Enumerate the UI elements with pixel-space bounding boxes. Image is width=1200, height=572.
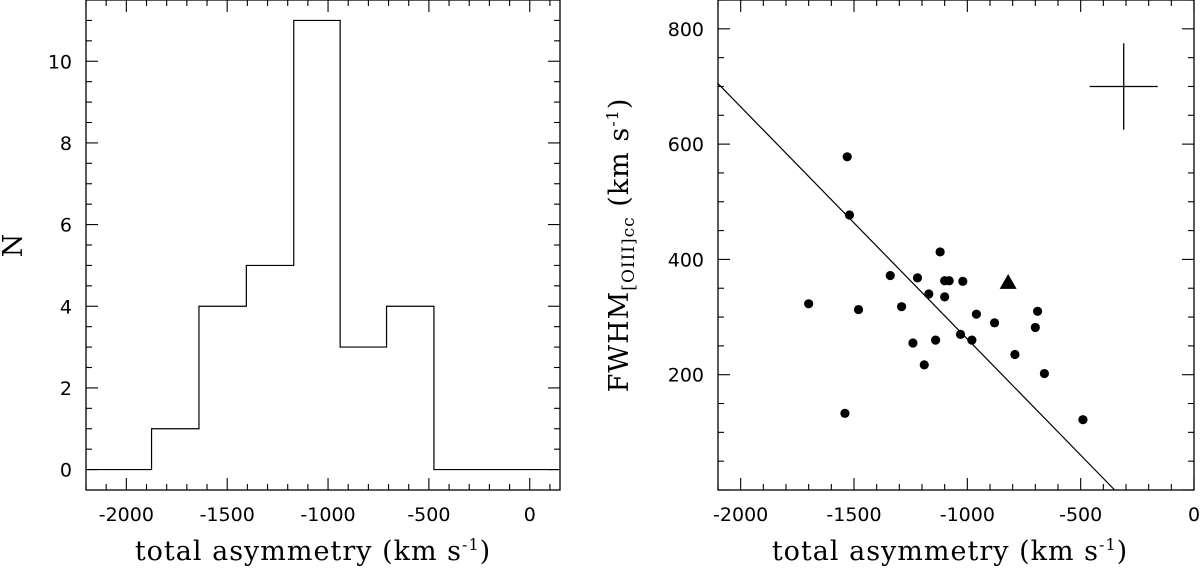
histogram-panel: -2000 -1500 -1000 -500 0 0 2 4 6 8 10 total asymm… [0,0,561,567]
scatter-x-tick-label: -1500 [826,504,881,526]
histogram-x-tick-label: -1500 [200,504,255,526]
scatter-point [1010,349,1020,360]
scatter-point [940,292,950,302]
scatter-x-tick-label: -500 [1059,504,1102,526]
histogram-x-tick-labels: -2000 -1500 -1000 -500 0 [99,504,536,526]
scatter-ticks [717,0,1195,491]
scatter-point [989,318,1000,328]
scatter-y-tick-labels: 200 400 600 800 [668,19,704,387]
scatter-point [944,276,954,286]
histogram-x-tick-label: -1000 [300,504,355,526]
histogram-x-tick-label: -500 [407,504,450,526]
scatter-point [804,299,814,309]
histogram-y-tick-label: 0 [60,460,72,482]
histogram-x-tick-label: 0 [524,504,536,526]
scatter-triangle-point [999,273,1017,289]
scatter-point [955,329,966,339]
regression-line [717,83,1116,491]
scatter-y-axis-label: FWHM[OIII]cc (km s-1) [603,98,639,393]
scatter-point [919,360,929,370]
scatter-x-tick-label: 0 [1188,504,1200,526]
histogram-y-tick-label: 8 [60,133,72,155]
scatter-point [924,289,934,299]
scatter-point [971,309,982,319]
histogram-y-tick-label: 4 [60,296,72,318]
scatter-point [853,304,864,315]
scatter-point [897,302,907,312]
scatter-y-tick-label: 400 [668,249,704,271]
histogram-y-tick-labels: 0 2 4 6 8 10 [48,51,72,481]
scatter-point [885,270,895,281]
scatter-point [1030,322,1040,333]
scatter-x-axis-label: total asymmetry (km s-1) [772,535,1128,567]
histogram-y-tick-label: 6 [60,215,72,237]
histogram-ticks [85,0,560,490]
scatter-point [935,247,945,257]
scatter-point [958,276,968,286]
histogram-y-axis-label: N [0,233,29,258]
typical-error-cross [1089,43,1158,130]
scatter-point [1078,415,1088,425]
scatter-y-tick-label: 200 [668,365,704,387]
scatter-point [842,152,852,162]
histogram-outline [86,19,560,471]
scatter-x-tick-label: -2000 [713,504,768,526]
scatter-point [1033,306,1043,316]
scatter-panel: -2000 -1500 -1000 -500 0 200 400 600 800 total … [603,0,1200,567]
histogram-x-tick-label: -2000 [99,504,154,526]
scatter-points [804,152,1088,425]
scatter-point [840,408,850,418]
histogram-y-tick-label: 2 [60,378,72,400]
scatter-point [844,210,855,220]
scatter-point [1039,368,1049,379]
scatter-y-tick-label: 600 [668,134,704,156]
scatter-point [908,338,918,348]
scatter-point [967,335,977,345]
scatter-point [931,335,941,345]
histogram-axes-frame [85,0,561,491]
scatter-x-tick-labels: -2000 -1500 -1000 -500 0 [713,504,1200,526]
scatter-y-tick-label: 800 [668,19,704,41]
histogram-y-tick-label: 10 [48,51,72,73]
scatter-point [912,273,923,283]
histogram-x-axis-label: total asymmetry (km s-1) [135,535,491,567]
scatter-axes-frame [717,0,1195,491]
scatter-x-tick-label: -1000 [940,504,995,526]
